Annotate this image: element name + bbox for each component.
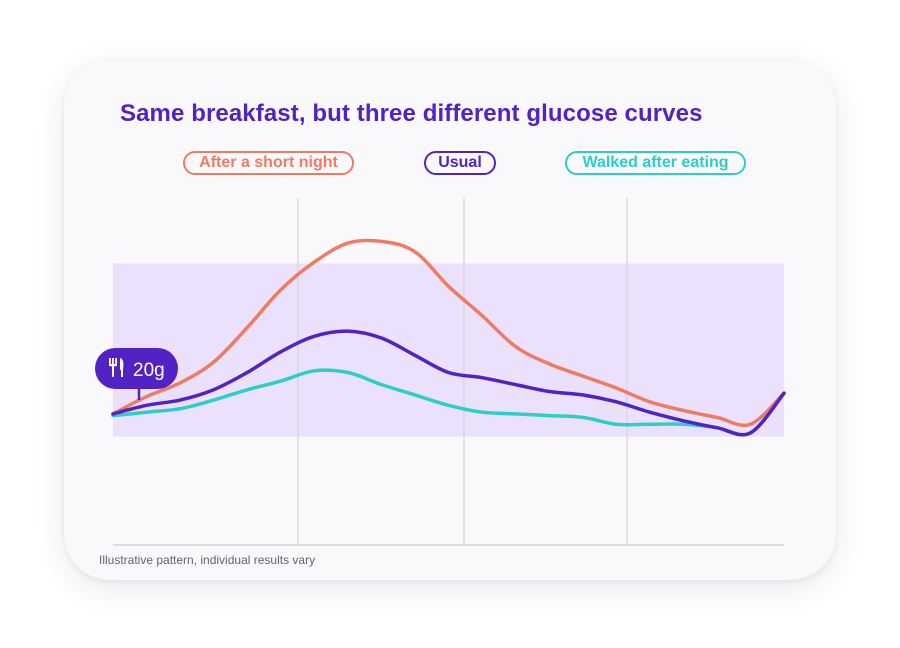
series-line-usual[interactable] [111, 329, 786, 437]
chart-title: Same breakfast, but three different gluc… [120, 100, 703, 127]
series-line-walked-after-eating[interactable] [111, 368, 786, 437]
fork-knife-icon [109, 358, 124, 377]
legend-item-after-a-short-night[interactable]: After a short night [183, 151, 354, 175]
footnote: Illustrative pattern, individual results… [99, 553, 316, 567]
meal-marker: 20g [95, 348, 178, 400]
legend-item-walked-after-eating[interactable]: Walked after eating [565, 151, 746, 175]
legend-item-usual[interactable]: Usual [424, 151, 496, 175]
meal-carbs-label: 20g [133, 360, 165, 381]
series-line-after-a-short-night[interactable] [111, 238, 786, 427]
